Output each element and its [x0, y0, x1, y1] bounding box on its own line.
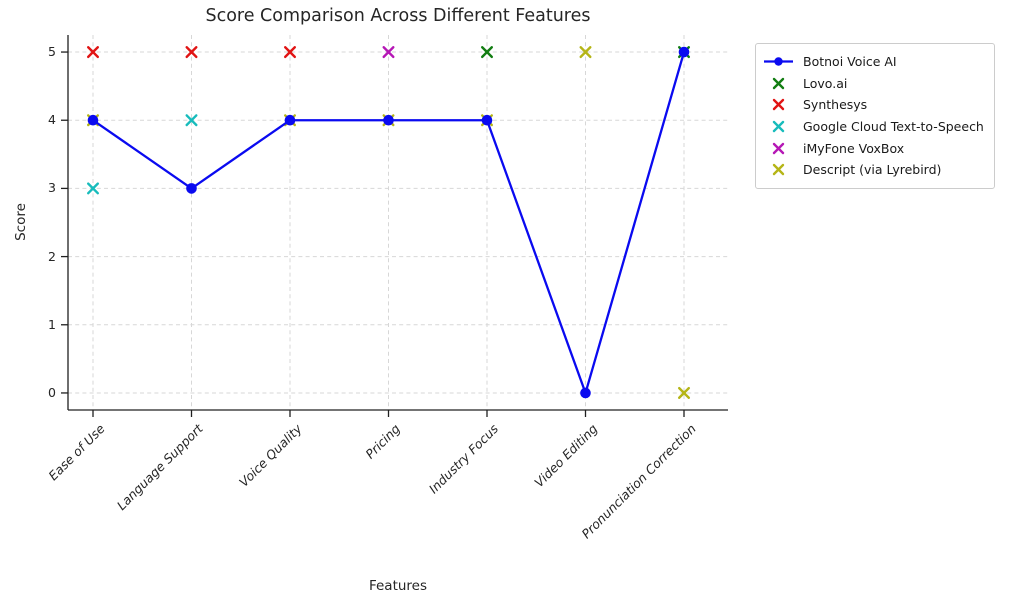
series-google-cloud-text-to-speech — [86, 114, 198, 195]
legend-item: Descript (via Lyrebird) — [763, 159, 984, 181]
legend-x-icon — [772, 142, 785, 154]
y-tick-label: 1 — [48, 316, 56, 332]
gridlines — [68, 35, 728, 410]
series-synthesys — [86, 46, 296, 59]
legend-item: Synthesys — [763, 94, 984, 116]
legend-item-label: Descript (via Lyrebird) — [803, 162, 942, 178]
legend-item: Google Cloud Text-to-Speech — [763, 116, 984, 138]
legend: Botnoi Voice AI Lovo.ai Synthesys Google Cl… — [755, 43, 995, 189]
legend-x-icon — [772, 99, 785, 111]
y-tick-label: 2 — [48, 248, 56, 264]
legend-item: Botnoi Voice AI — [763, 51, 984, 73]
series-botnoi-voice-ai — [87, 46, 690, 399]
y-tick-label: 3 — [48, 180, 56, 196]
legend-item-label: Lovo.ai — [803, 75, 848, 91]
chart-title: Score Comparison Across Different Featur… — [205, 6, 591, 26]
axes-spines — [61, 35, 728, 417]
series-imyfone-voxbox — [382, 46, 395, 59]
legend-x-icon — [772, 164, 785, 176]
legend-item-label: Botnoi Voice AI — [803, 54, 897, 70]
legend-x-icon — [772, 120, 785, 133]
legend-item-label: iMyFone VoxBox — [803, 140, 905, 156]
y-tick-label: 4 — [48, 112, 56, 128]
x-axis-label: Features — [368, 578, 428, 594]
legend-item: iMyFone VoxBox — [763, 137, 984, 159]
legend-item: Lovo.ai — [763, 73, 984, 95]
legend-line-circle-icon — [764, 57, 793, 66]
y-tick-label: 0 — [48, 384, 56, 400]
legend-item-label: Synthesys — [803, 97, 868, 113]
legend-x-icon — [772, 77, 785, 90]
y-axis-label: Score — [13, 203, 29, 241]
y-tick-label: 5 — [48, 44, 56, 60]
legend-item-label: Google Cloud Text-to-Speech — [803, 119, 984, 135]
